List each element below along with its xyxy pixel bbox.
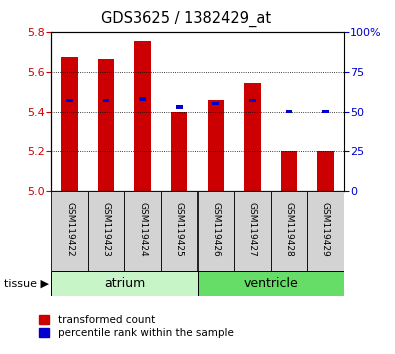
Bar [207,99,224,191]
Text: GSM119428: GSM119428 [284,202,293,257]
Bar [124,191,161,271]
Bar [198,271,344,296]
Bar [171,112,188,191]
Legend: transformed count, percentile rank within the sample: transformed count, percentile rank withi… [37,313,235,340]
Text: GSM119429: GSM119429 [321,202,330,257]
Text: atrium: atrium [104,277,145,290]
Bar [51,271,198,296]
Bar [161,191,198,271]
Bar [198,191,234,271]
Bar [280,151,297,191]
Bar [139,97,146,101]
Bar [176,105,182,109]
Bar [286,110,292,113]
Bar [134,41,151,191]
Bar [213,102,219,105]
Text: GSM119425: GSM119425 [175,202,184,257]
Text: GSM119422: GSM119422 [65,202,74,257]
Text: GDS3625 / 1382429_at: GDS3625 / 1382429_at [101,11,271,27]
Bar [249,98,256,102]
Bar [317,151,334,191]
Bar [271,191,307,271]
Text: GSM119426: GSM119426 [211,202,220,257]
Bar [307,191,344,271]
Bar [98,59,115,191]
Text: GSM119427: GSM119427 [248,202,257,257]
Bar [61,57,78,191]
Text: GSM119424: GSM119424 [138,202,147,257]
Text: ventricle: ventricle [243,277,298,290]
Bar [51,191,88,271]
Bar [88,191,124,271]
Text: GSM119423: GSM119423 [102,202,111,257]
Bar [66,98,73,102]
Bar [322,110,329,113]
Bar [103,98,109,102]
Bar [234,191,271,271]
Text: tissue ▶: tissue ▶ [4,278,49,288]
Bar [244,82,261,191]
